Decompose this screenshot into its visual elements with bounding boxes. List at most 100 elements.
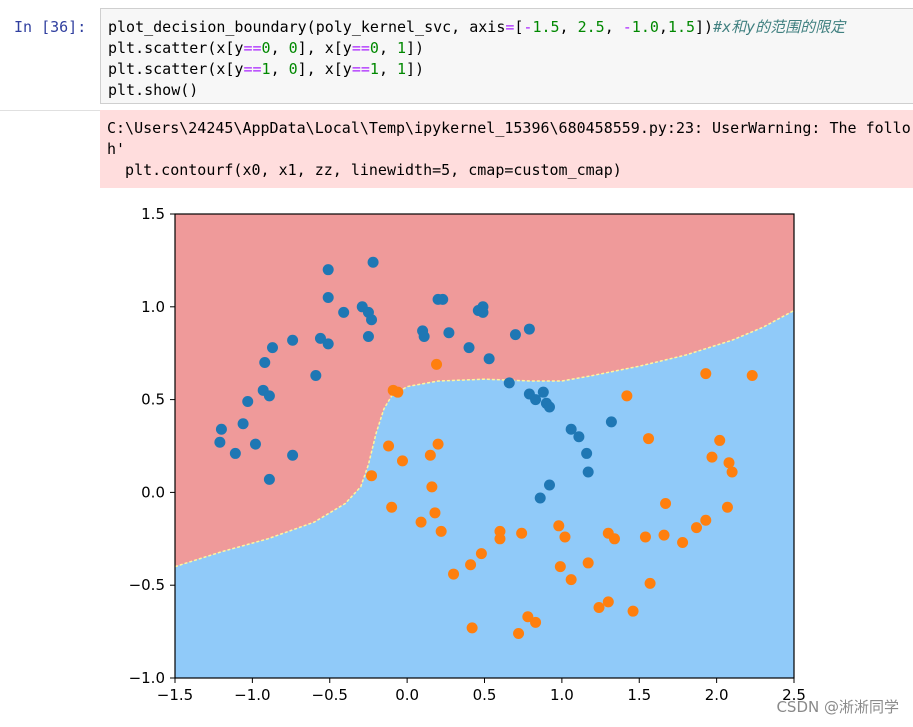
class-1-point (608, 533, 620, 545)
code-token: == (243, 39, 262, 57)
code-token: 1 (369, 60, 379, 78)
class-0-point (249, 438, 261, 450)
class-1-point (559, 531, 571, 543)
watermark: CSDN @淅淅同学 (776, 698, 899, 716)
class-1-point (723, 457, 735, 469)
code-token: plt.show() (108, 81, 199, 99)
class-0-point (605, 416, 617, 428)
y-tick-label: 1.5 (141, 205, 165, 223)
class-0-point (263, 390, 275, 402)
class-0-point (229, 447, 241, 459)
code-token: , (270, 39, 289, 57)
class-0-point (310, 369, 322, 381)
class-1-point (516, 527, 528, 539)
x-tick-label: 2.5 (782, 686, 806, 704)
stderr-line: h' (107, 140, 126, 158)
code-line: plt.show() (108, 80, 198, 101)
class-0-point (242, 395, 254, 407)
class-1-point (660, 498, 672, 510)
y-tick-label: 1.0 (141, 298, 165, 316)
class-0-point (322, 338, 334, 350)
class-0-point (237, 418, 249, 430)
class-1-point (677, 537, 689, 549)
class-0-point (259, 356, 271, 368)
class-0-point (215, 423, 227, 435)
code-token: 1 (261, 60, 271, 78)
class-0-point (338, 306, 350, 318)
class-1-point (494, 533, 506, 545)
class-1-point (396, 455, 408, 467)
code-token: #x和y的范围的限定 (713, 18, 846, 36)
code-token: ]) (406, 39, 425, 57)
y-tick-label: −0.5 (129, 576, 165, 594)
code-line: plot_decision_boundary(poly_kernel_svc, … (108, 17, 845, 38)
x-tick-label: 0.0 (395, 686, 419, 704)
class-1-point (392, 386, 404, 398)
region-class-1 (175, 310, 794, 678)
code-token: , (270, 60, 289, 78)
class-0-point (523, 323, 535, 335)
code-token: 2.5 (577, 18, 605, 36)
class-0-point (287, 449, 299, 461)
code-token: 1.0 (631, 18, 659, 36)
code-line: plt.scatter(x[y==0, 0], x[y==0, 1]) (108, 38, 424, 59)
code-token: , (378, 60, 397, 78)
code-token: == (351, 39, 370, 57)
code-token: 0 (261, 39, 271, 57)
class-1-point (691, 522, 703, 534)
y-tick-label: 0.5 (141, 391, 165, 409)
class-0-point (537, 386, 549, 398)
class-0-point (266, 342, 278, 354)
class-1-point (530, 616, 542, 628)
class-1-point (746, 369, 758, 381)
x-tick-label: −1.5 (157, 686, 193, 704)
stderr-line: C:\Users\24245\AppData\Local\Temp\ipyker… (107, 119, 911, 137)
code-token: , (604, 18, 623, 36)
code-token: ]) (695, 18, 714, 36)
code-token: plt.scatter(x[y (108, 39, 244, 57)
class-1-point (565, 574, 577, 586)
class-1-point (383, 440, 395, 452)
class-1-point (522, 611, 534, 623)
code-editor[interactable]: plot_decision_boundary(poly_kernel_svc, … (100, 8, 913, 104)
class-1-point (366, 470, 378, 482)
class-1-point (639, 531, 651, 543)
x-tick-label: 2.0 (705, 686, 729, 704)
code-token: 0 (288, 60, 298, 78)
code-token: [ (514, 18, 524, 36)
class-1-point (714, 434, 726, 446)
code-token: 0 (288, 39, 298, 57)
class-0-point (214, 436, 226, 448)
class-1-point (386, 501, 398, 513)
code-token: == (243, 60, 262, 78)
x-tick-label: 1.0 (550, 686, 574, 704)
code-token: 1.5 (667, 18, 696, 36)
plot-output: −1.5 −1.0 −0.5 0.0 0.5 1.0 1.5 2.0 2.5 1.5 1.0 0.5 0… (100, 194, 913, 723)
x-tick-label: 0.5 (473, 686, 497, 704)
class-0-point (565, 423, 577, 435)
class-1-point (658, 529, 670, 541)
class-0-point (573, 431, 585, 443)
class-1-point (593, 601, 605, 613)
class-1-point (465, 559, 477, 571)
class-1-point (602, 596, 614, 608)
class-1-point (706, 451, 718, 463)
class-1-point (582, 557, 594, 569)
class-0-point (314, 332, 326, 344)
code-token: 1 (397, 39, 407, 57)
code-token: - (622, 18, 632, 36)
code-token: plot_decision_boundary(poly_kernel_svc, … (108, 18, 506, 36)
code-token: , (378, 39, 397, 57)
class-0-point (263, 473, 275, 485)
class-0-point (503, 377, 515, 389)
class-0-point (322, 264, 334, 276)
decision-boundary-chart: −1.5 −1.0 −0.5 0.0 0.5 1.0 1.5 2.0 2.51.51.00.50… (129, 205, 806, 704)
class-1-point (643, 433, 655, 445)
class-1-point (700, 368, 712, 380)
class-1-point (627, 605, 639, 617)
class-1-point (426, 481, 438, 493)
stderr-line: plt.contourf(x0, x1, zz, linewidth=5, cm… (107, 161, 622, 179)
x-tick-label: −1.0 (234, 686, 270, 704)
y-tick-label: 0.0 (141, 483, 165, 501)
code-token: ], x[y (297, 39, 352, 57)
